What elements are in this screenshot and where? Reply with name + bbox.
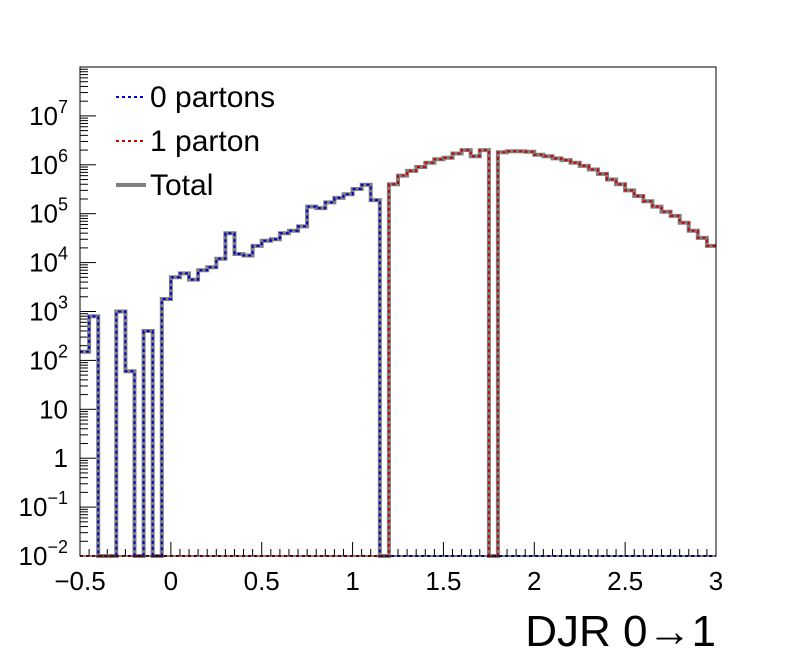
y-tick-label: 10−2 [19,537,68,571]
legend-label: 0 partons [150,81,275,114]
y-tick-label: 10−1 [19,488,68,522]
x-tick-label: 1.5 [425,566,461,596]
series-line-total [80,148,716,558]
y-tick-label: 102 [29,341,68,375]
x-tick-label: 0.5 [244,566,280,596]
axis-ticks [79,68,717,557]
x-tick-label: 1 [345,566,359,596]
y-tick-label: 10 [39,394,68,424]
x-axis-title: DJR 0→1 [525,607,716,656]
y-tick-label: 106 [29,146,68,180]
plot-frame [79,66,717,557]
y-tick-label: 103 [29,293,68,327]
x-tick-label: 2.5 [607,566,643,596]
x-tick-label: 2 [527,566,541,596]
y-tick-label: 107 [29,97,68,131]
x-tick-label: −0.5 [54,566,105,596]
tick-labels: −0.5 0 0.5 1 1.5 2 2.5 3 10−2 10−1 1 10 102 103 104 105… [19,97,724,596]
legend: 0 partons 1 parton Total [116,81,275,202]
x-tick-label: 3 [709,566,723,596]
y-tick-label: 1 [54,443,68,473]
legend-label: 1 parton [150,125,260,158]
x-tick-label: 0 [164,566,178,596]
y-tick-label: 104 [29,244,68,278]
y-tick-label: 105 [29,195,68,229]
legend-label: Total [150,169,213,202]
